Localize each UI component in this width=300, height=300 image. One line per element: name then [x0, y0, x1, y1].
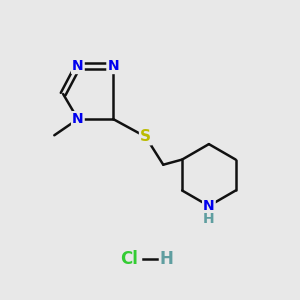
- Text: N: N: [72, 112, 84, 126]
- Text: N: N: [107, 59, 119, 73]
- Text: N: N: [203, 199, 215, 213]
- Text: S: S: [140, 129, 151, 144]
- Text: H: H: [159, 250, 173, 268]
- Text: Cl: Cl: [121, 250, 138, 268]
- Text: H: H: [203, 212, 215, 226]
- Text: N: N: [72, 59, 84, 73]
